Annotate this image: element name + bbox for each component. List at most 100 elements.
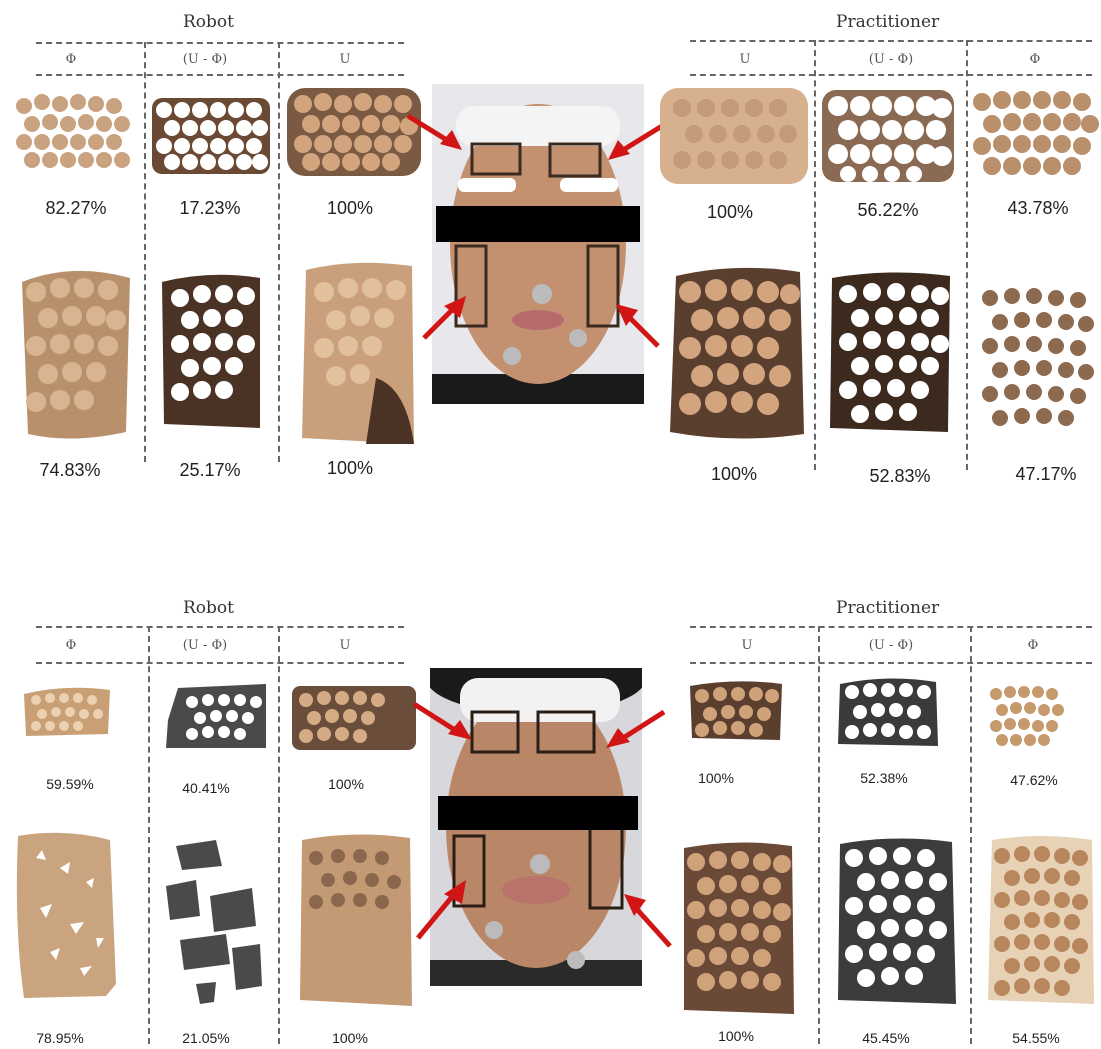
practitioner-phi-tile-cheek bbox=[972, 268, 1100, 440]
dot-pattern-tile bbox=[973, 91, 1099, 175]
robot-uphi-tile-forehead bbox=[150, 96, 272, 176]
robot-uphi-tile-forehead bbox=[162, 680, 270, 750]
robot-row1-uphi-value: 40.41% bbox=[182, 780, 230, 796]
skin-tile bbox=[684, 842, 794, 1014]
robot-uphi-tile-cheek bbox=[156, 836, 270, 1012]
skin-tile bbox=[287, 88, 421, 176]
robot-phi-tile-cheek bbox=[10, 828, 120, 1002]
robot-row2-phi-value: 78.95% bbox=[36, 1030, 84, 1046]
mask-tile bbox=[838, 678, 938, 746]
red-arrow-icon bbox=[624, 894, 672, 948]
robot-col-u-minus-phi: (U - Φ) bbox=[182, 52, 228, 67]
practitioner-divider-2 bbox=[966, 40, 968, 470]
robot-row1-phi-value: 59.59% bbox=[46, 776, 94, 792]
practitioner-uphi-tile-forehead bbox=[834, 674, 942, 750]
practitioner-subheader-line bbox=[690, 74, 1092, 76]
dot-pattern-tile bbox=[22, 270, 130, 439]
robot-col-u: U bbox=[339, 638, 351, 653]
practitioner-uphi-tile-cheek bbox=[830, 834, 962, 1010]
practitioner-uphi-tile-cheek bbox=[824, 268, 956, 436]
practitioner-header-line bbox=[690, 626, 1092, 628]
practitioner-divider-2 bbox=[970, 626, 972, 1044]
practitioner-phi-tile-forehead bbox=[970, 86, 1100, 182]
practitioner-u-tile-cheek bbox=[676, 838, 798, 1018]
mask-tile bbox=[162, 274, 260, 428]
robot-col-phi: Φ bbox=[65, 52, 77, 67]
practitioner-u-tile-forehead bbox=[686, 678, 786, 744]
robot-header-line bbox=[36, 626, 404, 628]
practitioner-row1-uphi-value: 56.22% bbox=[857, 200, 919, 220]
dot-pattern-tile bbox=[990, 686, 1064, 746]
robot-u-tile-forehead bbox=[290, 684, 418, 752]
red-arrow-icon bbox=[412, 701, 472, 740]
robot-u-tile-forehead bbox=[285, 86, 423, 178]
practitioner-row1-phi-value: 47.62% bbox=[1010, 772, 1058, 788]
robot-row1-u-value: 100% bbox=[328, 776, 364, 792]
robot-divider-2 bbox=[278, 626, 280, 1044]
robot-col-phi: Φ bbox=[65, 638, 77, 653]
robot-u-tile-cheek bbox=[294, 830, 416, 1010]
robot-row1-phi-value: 82.27% bbox=[45, 198, 107, 218]
mask-tile bbox=[166, 840, 262, 1004]
robot-divider-2 bbox=[278, 42, 280, 462]
practitioner-u-tile-cheek bbox=[662, 262, 808, 444]
practitioner-row2-uphi-value: 52.83% bbox=[869, 466, 931, 486]
robot-subheader-line bbox=[36, 662, 404, 664]
face-photo-bottom bbox=[430, 668, 642, 986]
practitioner-u-tile-forehead bbox=[658, 86, 810, 186]
dot-pattern-tile bbox=[16, 94, 130, 168]
practitioner-row2-u-value: 100% bbox=[710, 464, 758, 484]
robot-col-u-minus-phi: (U - Φ) bbox=[182, 638, 228, 653]
robot-uphi-tile-cheek bbox=[156, 268, 266, 430]
practitioner-row2-u-value: 100% bbox=[718, 1028, 754, 1044]
skin-tile bbox=[292, 686, 416, 750]
robot-row1-uphi-value: 17.23% bbox=[179, 198, 241, 218]
robot-header-line bbox=[36, 42, 404, 44]
robot-phi-tile-forehead bbox=[12, 92, 136, 180]
practitioner-col-phi: Φ bbox=[1029, 52, 1041, 67]
robot-title: Robot bbox=[183, 12, 234, 32]
robot-row2-phi-value: 74.83% bbox=[39, 460, 101, 480]
robot-phi-tile-cheek bbox=[12, 262, 136, 444]
face-photo bbox=[432, 84, 644, 404]
practitioner-phi-tile-cheek bbox=[982, 832, 1098, 1010]
red-arrow-icon bbox=[422, 296, 466, 340]
practitioner-row1-u-value: 100% bbox=[706, 202, 754, 222]
practitioner-row2-phi-value: 54.55% bbox=[1012, 1030, 1060, 1046]
practitioner-col-u: U bbox=[741, 638, 753, 653]
face-photo-top bbox=[432, 84, 644, 404]
mask-tile bbox=[838, 838, 956, 1004]
skin-tile bbox=[670, 267, 804, 439]
practitioner-row1-uphi-value: 52.38% bbox=[860, 770, 908, 786]
practitioner-col-u-minus-phi: (U - Φ) bbox=[868, 638, 914, 653]
red-arrow-icon bbox=[406, 113, 462, 150]
mask-tile bbox=[152, 98, 270, 174]
red-arrow-icon bbox=[608, 123, 664, 160]
face-photo bbox=[430, 668, 642, 986]
robot-divider-1 bbox=[144, 42, 146, 462]
practitioner-row2-uphi-value: 45.45% bbox=[862, 1030, 910, 1046]
skin-tile bbox=[302, 262, 414, 444]
practitioner-col-phi: Φ bbox=[1027, 638, 1039, 653]
dot-pattern-tile bbox=[16, 832, 116, 998]
practitioner-phi-tile-forehead bbox=[984, 680, 1072, 752]
practitioner-uphi-tile-forehead bbox=[820, 88, 956, 184]
robot-row2-uphi-value: 25.17% bbox=[179, 460, 241, 480]
robot-col-u: U bbox=[339, 52, 351, 67]
practitioner-col-u: U bbox=[739, 52, 751, 67]
skin-tile bbox=[660, 88, 808, 184]
red-arrow-icon bbox=[416, 880, 466, 940]
mask-tile bbox=[822, 90, 954, 182]
practitioner-divider-1 bbox=[818, 626, 820, 1044]
robot-divider-1 bbox=[148, 626, 150, 1044]
skin-tile bbox=[690, 681, 782, 740]
robot-title: Robot bbox=[183, 598, 234, 618]
practitioner-row1-u-value: 100% bbox=[698, 770, 734, 786]
robot-row2-u-value: 100% bbox=[326, 458, 374, 478]
robot-row2-u-value: 100% bbox=[332, 1030, 368, 1046]
robot-subheader-line bbox=[36, 74, 404, 76]
practitioner-subheader-line bbox=[690, 662, 1092, 664]
practitioner-title: Practitioner bbox=[836, 12, 940, 32]
practitioner-col-u-minus-phi: (U - Φ) bbox=[868, 52, 914, 67]
red-arrow-icon bbox=[606, 709, 666, 748]
